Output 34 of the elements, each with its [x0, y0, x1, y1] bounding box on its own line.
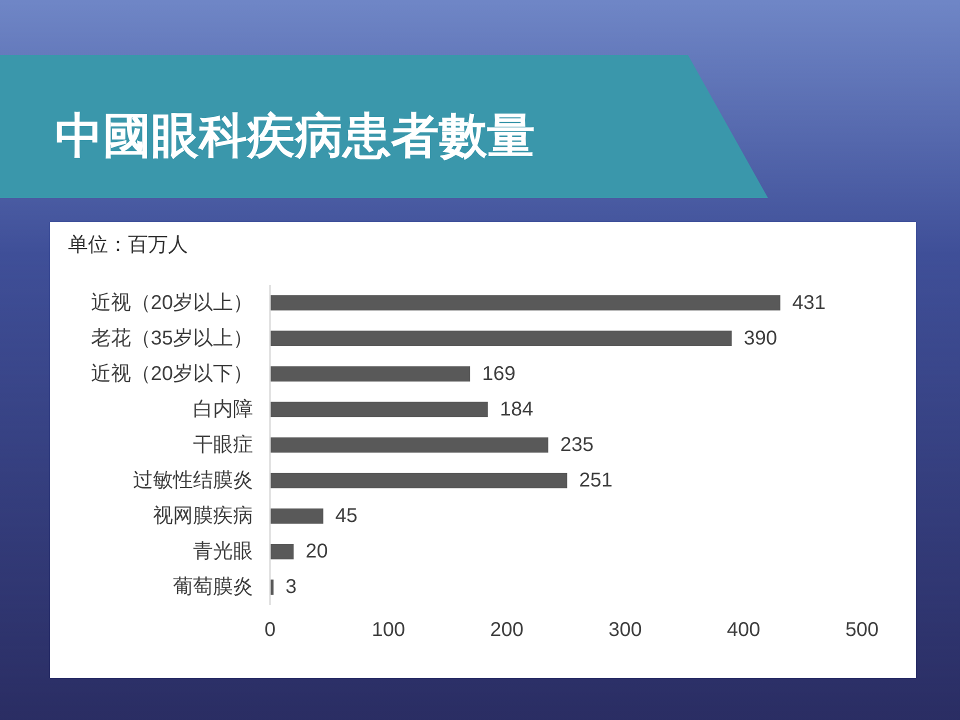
y-tick-label: 视网膜疾病 [153, 505, 253, 528]
x-tick-label: 400 [726, 619, 760, 641]
y-tick-label: 老花（35岁以上） [90, 327, 253, 350]
text: 单位：百万人 [68, 234, 188, 256]
data-label: 3 [286, 576, 297, 598]
y-tick-label: 葡萄膜炎 [173, 576, 253, 598]
chart-title: 中國眼科疾病患者數量 [55, 110, 535, 163]
x-tick-label: 500 [845, 619, 879, 641]
data-label: 431 [792, 292, 826, 314]
y-tick-label: 白内障 [193, 398, 253, 420]
bar [270, 366, 470, 382]
data-label: 20 [306, 540, 328, 563]
y-tick-label: 干眼症 [193, 434, 253, 456]
bar [270, 472, 568, 488]
x-tick-label: 0 [264, 619, 276, 641]
bar [270, 295, 780, 310]
bar [270, 330, 732, 346]
bar [270, 402, 488, 418]
data-label: 169 [482, 362, 516, 385]
x-tick-label: 300 [608, 619, 642, 641]
y-tick-label: 近视（20岁以上） [90, 292, 253, 314]
y-tick-label: 青光眼 [193, 540, 253, 563]
data-label: 45 [335, 505, 358, 528]
bar [270, 544, 294, 560]
x-tick-label: 200 [490, 619, 524, 641]
data-label: 235 [560, 434, 594, 456]
y-tick-label: 过敏性结膜炎 [133, 470, 253, 492]
data-label: 390 [744, 327, 778, 350]
bar [270, 437, 548, 453]
x-tick-label: 100 [372, 619, 406, 641]
data-label: 251 [579, 470, 613, 492]
bar [270, 508, 324, 524]
data-label: 184 [500, 398, 534, 420]
y-tick-label: 近视（20岁以下） [90, 362, 253, 385]
